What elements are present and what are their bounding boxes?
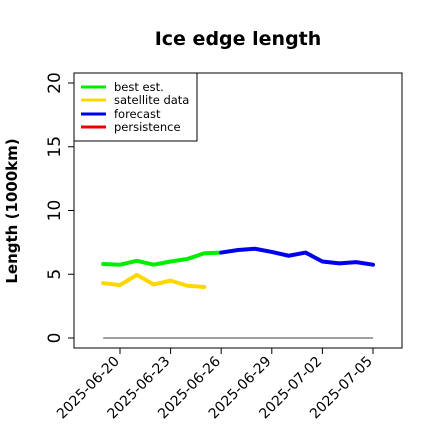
legend-label-best-est: best est. bbox=[114, 80, 164, 94]
y-tick-label: 15 bbox=[45, 136, 65, 158]
legend-label-forecast: forecast bbox=[114, 107, 161, 121]
legend-box bbox=[73, 72, 198, 142]
series-line-forecast bbox=[219, 246, 375, 267]
series-line-best-est bbox=[101, 250, 224, 267]
y-axis-label: Length (1000km) bbox=[3, 138, 21, 283]
legend: best est. satellite data forecast persis… bbox=[73, 72, 198, 142]
legend-label-satellite-data: satellite data bbox=[114, 93, 189, 107]
series-layer bbox=[101, 246, 375, 339]
y-tick-label: 0 bbox=[45, 333, 65, 344]
y-tick-label: 20 bbox=[45, 72, 65, 94]
series-line-satellite-data bbox=[101, 272, 207, 289]
y-tick-label: 5 bbox=[45, 269, 65, 280]
chart-title: Ice edge length bbox=[155, 28, 322, 50]
y-tick-label: 10 bbox=[45, 200, 65, 222]
x-axis: 2025-06-202025-06-232025-06-262025-06-29… bbox=[54, 348, 376, 422]
y-axis: 0 5 10 15 20 bbox=[45, 72, 74, 343]
legend-label-persistence: persistence bbox=[114, 120, 181, 134]
